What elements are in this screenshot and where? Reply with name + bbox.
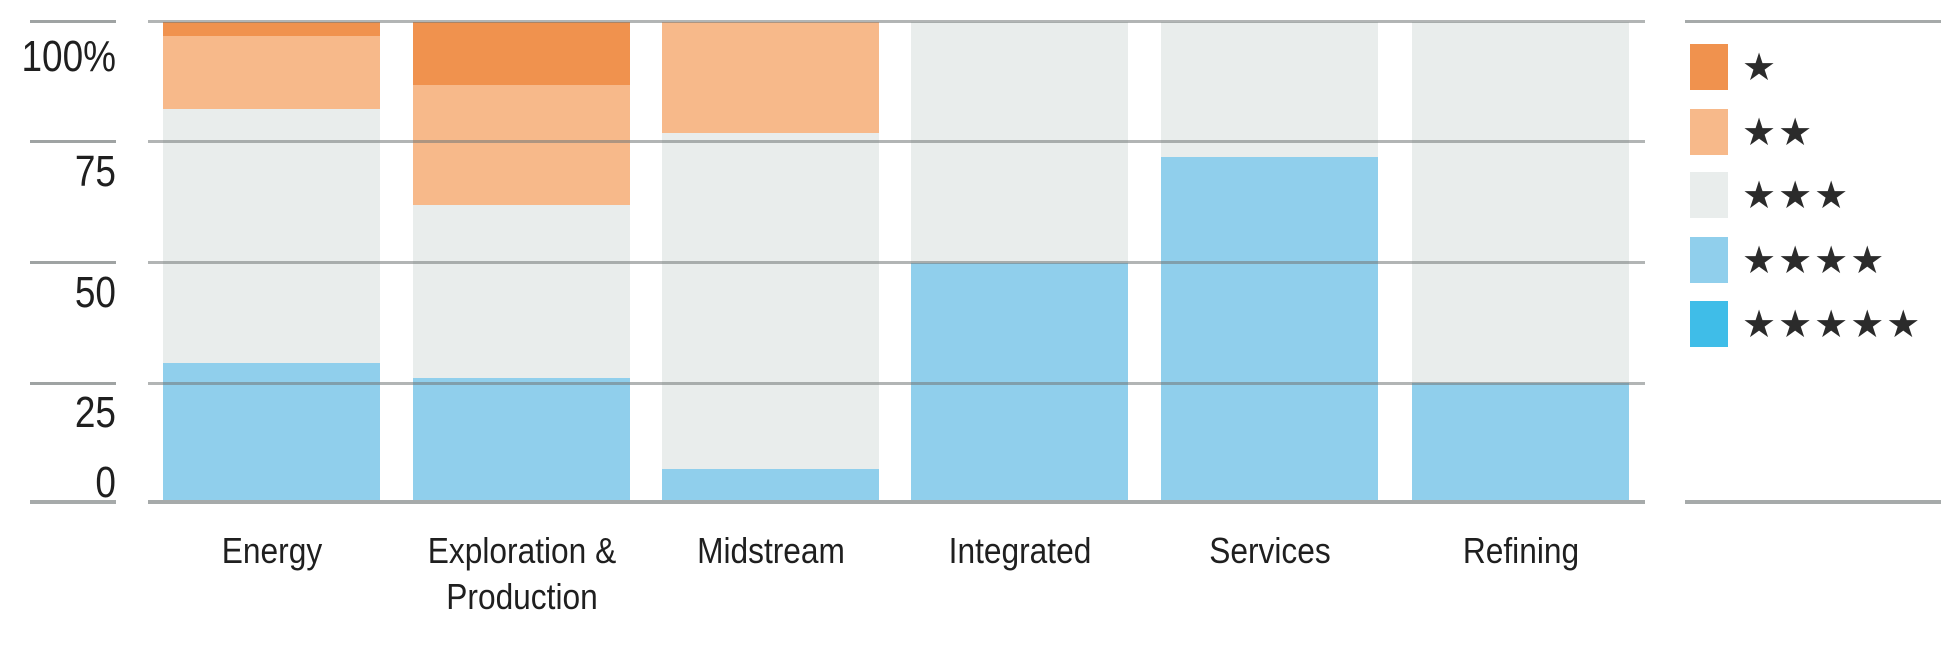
- legend-swatch-5-stars: [1690, 301, 1728, 347]
- legend-top-border: [1685, 20, 1941, 23]
- bar-refining: [1412, 22, 1629, 503]
- bar-segment-4-stars: [413, 377, 630, 503]
- legend-swatch-4-stars: [1690, 237, 1728, 283]
- y-axis-tick: [30, 20, 116, 23]
- bar-segment-4-stars: [1412, 382, 1629, 503]
- x-axis-line: [148, 500, 1645, 504]
- gridline-25: [148, 382, 1645, 385]
- category-label: Exploration & Production: [427, 530, 616, 617]
- bar-segment-3-stars: [1412, 22, 1629, 383]
- y-axis-label: 25: [74, 388, 116, 437]
- bar-segment-2-stars: [413, 84, 630, 205]
- bar-segment-1-star: [413, 22, 630, 85]
- bar-midstream: [662, 22, 879, 503]
- legend-row: ★: [1690, 44, 1778, 90]
- legend-star-icons: ★★★: [1742, 175, 1851, 217]
- bar-segment-2-stars: [163, 36, 380, 109]
- legend-star-icons: ★: [1742, 47, 1779, 89]
- y-axis-label: 50: [74, 268, 116, 317]
- bar-segment-4-stars: [662, 469, 879, 503]
- bar-segment-1-star: [163, 22, 380, 37]
- legend-row: ★★: [1690, 109, 1814, 155]
- bar-exploration-production: [413, 22, 630, 503]
- bar-segment-3-stars: [413, 204, 630, 378]
- bar-services: [1161, 22, 1378, 503]
- bar-segment-2-stars: [662, 22, 879, 133]
- legend-row: ★★★★★: [1690, 301, 1922, 347]
- bar-segment-4-stars: [163, 363, 380, 503]
- legend: ★ ★★ ★★★ ★★★★ ★★★★★: [1685, 0, 1941, 653]
- gridline-50: [148, 261, 1645, 264]
- bar-segment-3-stars: [1161, 22, 1378, 157]
- legend-bottom-border: [1685, 500, 1941, 504]
- y-axis-tick: [30, 382, 116, 385]
- bar-segment-3-stars: [163, 108, 380, 364]
- category-label: Energy: [221, 530, 322, 571]
- gridline-100: [148, 20, 1645, 23]
- bar-segment-3-stars: [662, 132, 879, 470]
- legend-swatch-3-stars: [1690, 172, 1728, 218]
- legend-star-icons: ★★★★: [1742, 240, 1887, 282]
- bar-energy: [163, 22, 380, 503]
- y-axis-label: 0: [95, 458, 116, 507]
- bar-segment-4-stars: [1161, 156, 1378, 503]
- legend-star-icons: ★★: [1742, 112, 1815, 154]
- y-axis-tick: [30, 261, 116, 264]
- category-label: Services: [1208, 530, 1331, 571]
- y-axis-label: 75: [74, 147, 116, 196]
- category-label: Midstream: [696, 530, 845, 571]
- legend-row: ★★★: [1690, 172, 1850, 218]
- legend-star-icons: ★★★★★: [1742, 304, 1923, 346]
- y-axis-tick: [30, 500, 116, 504]
- y-axis-tick: [30, 140, 116, 143]
- legend-swatch-1-star: [1690, 44, 1728, 90]
- y-axis-label: 100%: [21, 32, 116, 81]
- legend-row: ★★★★: [1690, 237, 1886, 283]
- category-label: Refining: [1462, 530, 1579, 571]
- legend-swatch-2-stars: [1690, 109, 1728, 155]
- category-label: Integrated: [948, 530, 1091, 571]
- gridline-75: [148, 140, 1645, 143]
